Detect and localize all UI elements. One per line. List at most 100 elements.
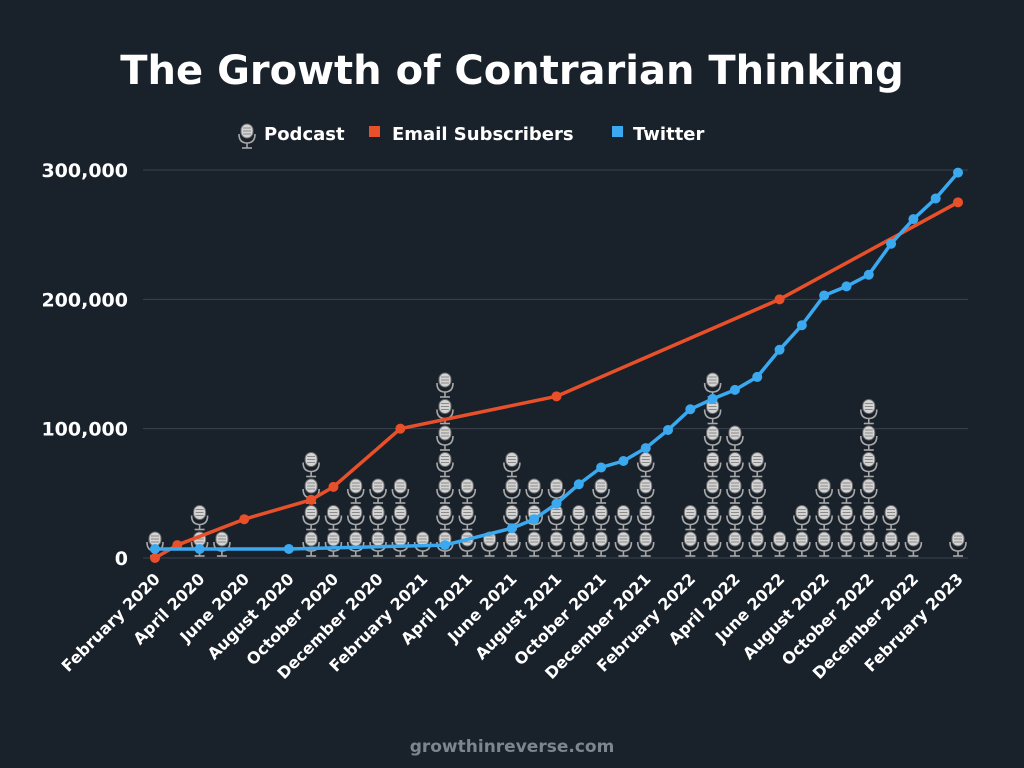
twitter-point bbox=[150, 543, 160, 554]
podcast-microphone-icon bbox=[837, 531, 856, 557]
podcast-microphone-icon bbox=[302, 531, 320, 557]
podcast-microphone-icon bbox=[346, 504, 365, 531]
podcast-microphone-icon bbox=[726, 451, 744, 478]
podcast-microphone-icon bbox=[748, 478, 767, 504]
podcast-microphone-icon bbox=[859, 531, 878, 557]
legend-podcast-label: Podcast bbox=[264, 124, 345, 145]
podcast-microphone-icon bbox=[681, 531, 700, 557]
podcast-microphone-icon bbox=[748, 451, 767, 478]
twitter-point bbox=[551, 498, 562, 509]
podcast-microphone-icon bbox=[726, 478, 744, 504]
podcast-microphone-icon bbox=[302, 451, 320, 478]
podcast-microphone-icon bbox=[391, 504, 410, 531]
twitter-point bbox=[596, 462, 607, 473]
twitter-point bbox=[908, 214, 919, 225]
podcast-microphone-icon bbox=[346, 478, 365, 504]
podcast-microphone-icon bbox=[592, 531, 610, 557]
podcast-microphone-icon bbox=[391, 478, 410, 504]
line-series bbox=[150, 167, 963, 563]
podcast-microphone-icon bbox=[391, 531, 410, 557]
podcast-microphone-icon bbox=[681, 504, 700, 531]
podcast-microphone-icon bbox=[793, 531, 811, 557]
podcast-microphone-icon bbox=[369, 478, 387, 504]
podcast-microphone-icon bbox=[748, 531, 767, 557]
email-subscribers-point bbox=[306, 494, 317, 505]
twitter-point bbox=[640, 443, 651, 454]
podcast-microphone-icon bbox=[703, 531, 722, 557]
email-subscribers-point bbox=[953, 197, 963, 208]
legend-microphone-icon bbox=[238, 123, 256, 149]
podcast-microphone-icon bbox=[904, 531, 923, 557]
podcast-microphone-icon bbox=[636, 451, 655, 478]
twitter-point bbox=[752, 371, 763, 382]
twitter-point bbox=[663, 424, 674, 435]
podcast-microphone-icon bbox=[592, 504, 610, 531]
podcast-microphone-icon bbox=[859, 504, 878, 531]
podcast-microphone-icon bbox=[614, 504, 633, 531]
podcast-microphone-icon bbox=[636, 504, 655, 531]
podcast-microphone-icon bbox=[748, 504, 767, 531]
twitter-point bbox=[841, 281, 852, 292]
podcast-microphone-icon bbox=[525, 478, 543, 504]
podcast-microphone-icon bbox=[815, 478, 833, 504]
grid-lines bbox=[143, 169, 968, 559]
legend-email-label: Email Subscribers bbox=[392, 124, 574, 145]
twitter-point bbox=[796, 320, 807, 331]
podcast-microphone-icon bbox=[726, 504, 744, 531]
email-subscribers-point bbox=[395, 423, 406, 434]
podcast-microphone-icon bbox=[570, 531, 588, 557]
podcast-microphone-icon bbox=[882, 531, 900, 557]
podcast-microphone-icon bbox=[770, 531, 789, 557]
podcast-microphone-icon bbox=[302, 504, 320, 531]
podcast-microphone-icon bbox=[503, 531, 521, 557]
podcast-microphone-icon bbox=[436, 504, 454, 531]
podcast-microphone-icon bbox=[949, 531, 967, 557]
y-tick-label: 0 bbox=[115, 548, 128, 570]
twitter-point bbox=[194, 543, 205, 554]
podcast-microphone-icon bbox=[503, 478, 521, 504]
chart-legend: Podcast Email Subscribers Twitter bbox=[238, 123, 705, 149]
legend-podcast: Podcast bbox=[238, 123, 345, 149]
podcast-microphone-icon bbox=[703, 451, 722, 478]
podcast-microphone-icon bbox=[346, 531, 365, 557]
podcast-microphone-icon bbox=[815, 531, 833, 557]
twitter-point bbox=[283, 543, 294, 554]
twitter-point bbox=[618, 456, 629, 466]
twitter-point bbox=[529, 514, 540, 525]
twitter-point bbox=[863, 269, 874, 280]
legend-email-swatch bbox=[369, 126, 380, 137]
y-tick-label: 300,000 bbox=[41, 160, 128, 182]
podcast-microphone-icon bbox=[324, 504, 343, 531]
podcast-microphone-icon bbox=[570, 504, 588, 531]
podcast-microphone-icon bbox=[882, 504, 900, 531]
podcast-microphone-icon bbox=[793, 504, 811, 531]
twitter-point bbox=[729, 384, 740, 395]
podcast-microphone-icon bbox=[726, 531, 744, 557]
twitter-point bbox=[707, 393, 718, 404]
twitter-point bbox=[506, 523, 517, 534]
podcast-microphone-icon bbox=[503, 451, 521, 478]
podcast-microphone-icon bbox=[837, 504, 856, 531]
podcast-microphone-icon bbox=[436, 451, 454, 478]
podcast-microphone-icon bbox=[213, 531, 231, 557]
podcast-microphone-icon bbox=[458, 478, 477, 504]
twitter-point bbox=[774, 344, 785, 355]
y-axis-ticks: 0 100,000 200,000 300,000 bbox=[41, 160, 128, 570]
podcast-microphone-icon bbox=[592, 478, 610, 504]
podcast-microphone-icon bbox=[859, 451, 878, 478]
y-tick-label: 100,000 bbox=[41, 419, 128, 441]
email-subscribers-point bbox=[239, 514, 250, 525]
podcast-microphone-icon bbox=[859, 478, 878, 504]
podcast-microphone-icon bbox=[837, 478, 856, 504]
twitter-point bbox=[685, 404, 696, 415]
legend-twitter-label: Twitter bbox=[633, 124, 705, 145]
podcast-microphone-icon bbox=[458, 531, 477, 557]
twitter-point bbox=[886, 238, 897, 249]
podcast-microphone-icon bbox=[859, 398, 878, 425]
email-subscribers-point bbox=[774, 294, 785, 305]
twitter-point bbox=[439, 540, 450, 551]
legend-email: Email Subscribers bbox=[369, 124, 574, 145]
legend-twitter-swatch bbox=[612, 126, 623, 137]
podcast-microphone-icon bbox=[703, 372, 722, 398]
twitter-point bbox=[930, 193, 941, 204]
